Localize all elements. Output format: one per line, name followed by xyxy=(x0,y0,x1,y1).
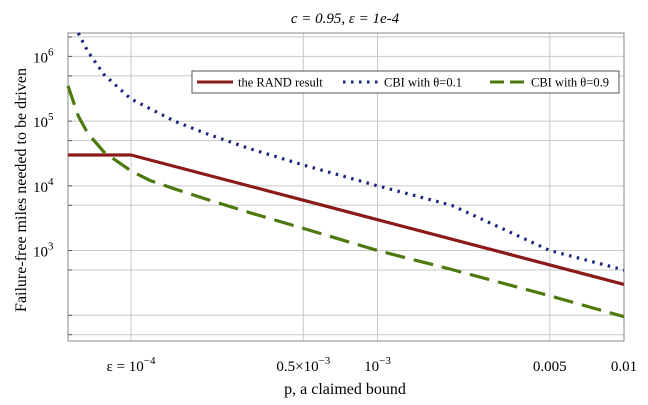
x-tick-label-0: ε = 10−4 xyxy=(107,355,156,375)
y-tick-label-0: 103 xyxy=(33,241,54,261)
x-axis-label: p, a claimed bound xyxy=(284,381,406,398)
legend: the RAND result CBI with θ=0.1 CBI with θ=… xyxy=(191,70,620,94)
chart-title: c = 0.95, ε = 1e-4 xyxy=(291,11,400,27)
series-line-cbi-with-0-1 xyxy=(76,32,625,272)
x-tick-label-3: 0.005 xyxy=(533,359,567,375)
legend-box xyxy=(191,70,620,94)
legend-label-1: CBI with θ=0.1 xyxy=(384,76,462,90)
y-axis-label: Failure-free miles needed to be driven xyxy=(13,68,30,312)
tick-labels: ε = 10−4 0.5×10−3 10−3 0.005 0.01 103 104 105 10… xyxy=(33,46,637,375)
plot-frame xyxy=(67,32,625,342)
x-tick-label-2: 10−3 xyxy=(364,355,391,375)
y-tick-label-1: 104 xyxy=(33,176,54,196)
series-line-the-rand-result xyxy=(68,153,625,286)
x-tick-label-1: 0.5×10−3 xyxy=(276,355,330,375)
y-tick-label-3: 106 xyxy=(33,46,54,66)
legend-label-2: CBI with θ=0.9 xyxy=(531,76,609,90)
legend-label-0: the RAND result xyxy=(238,76,323,90)
x-tick-label-4: 0.01 xyxy=(611,359,637,375)
series-lines xyxy=(66,32,625,319)
y-tick-label-2: 105 xyxy=(33,111,54,131)
